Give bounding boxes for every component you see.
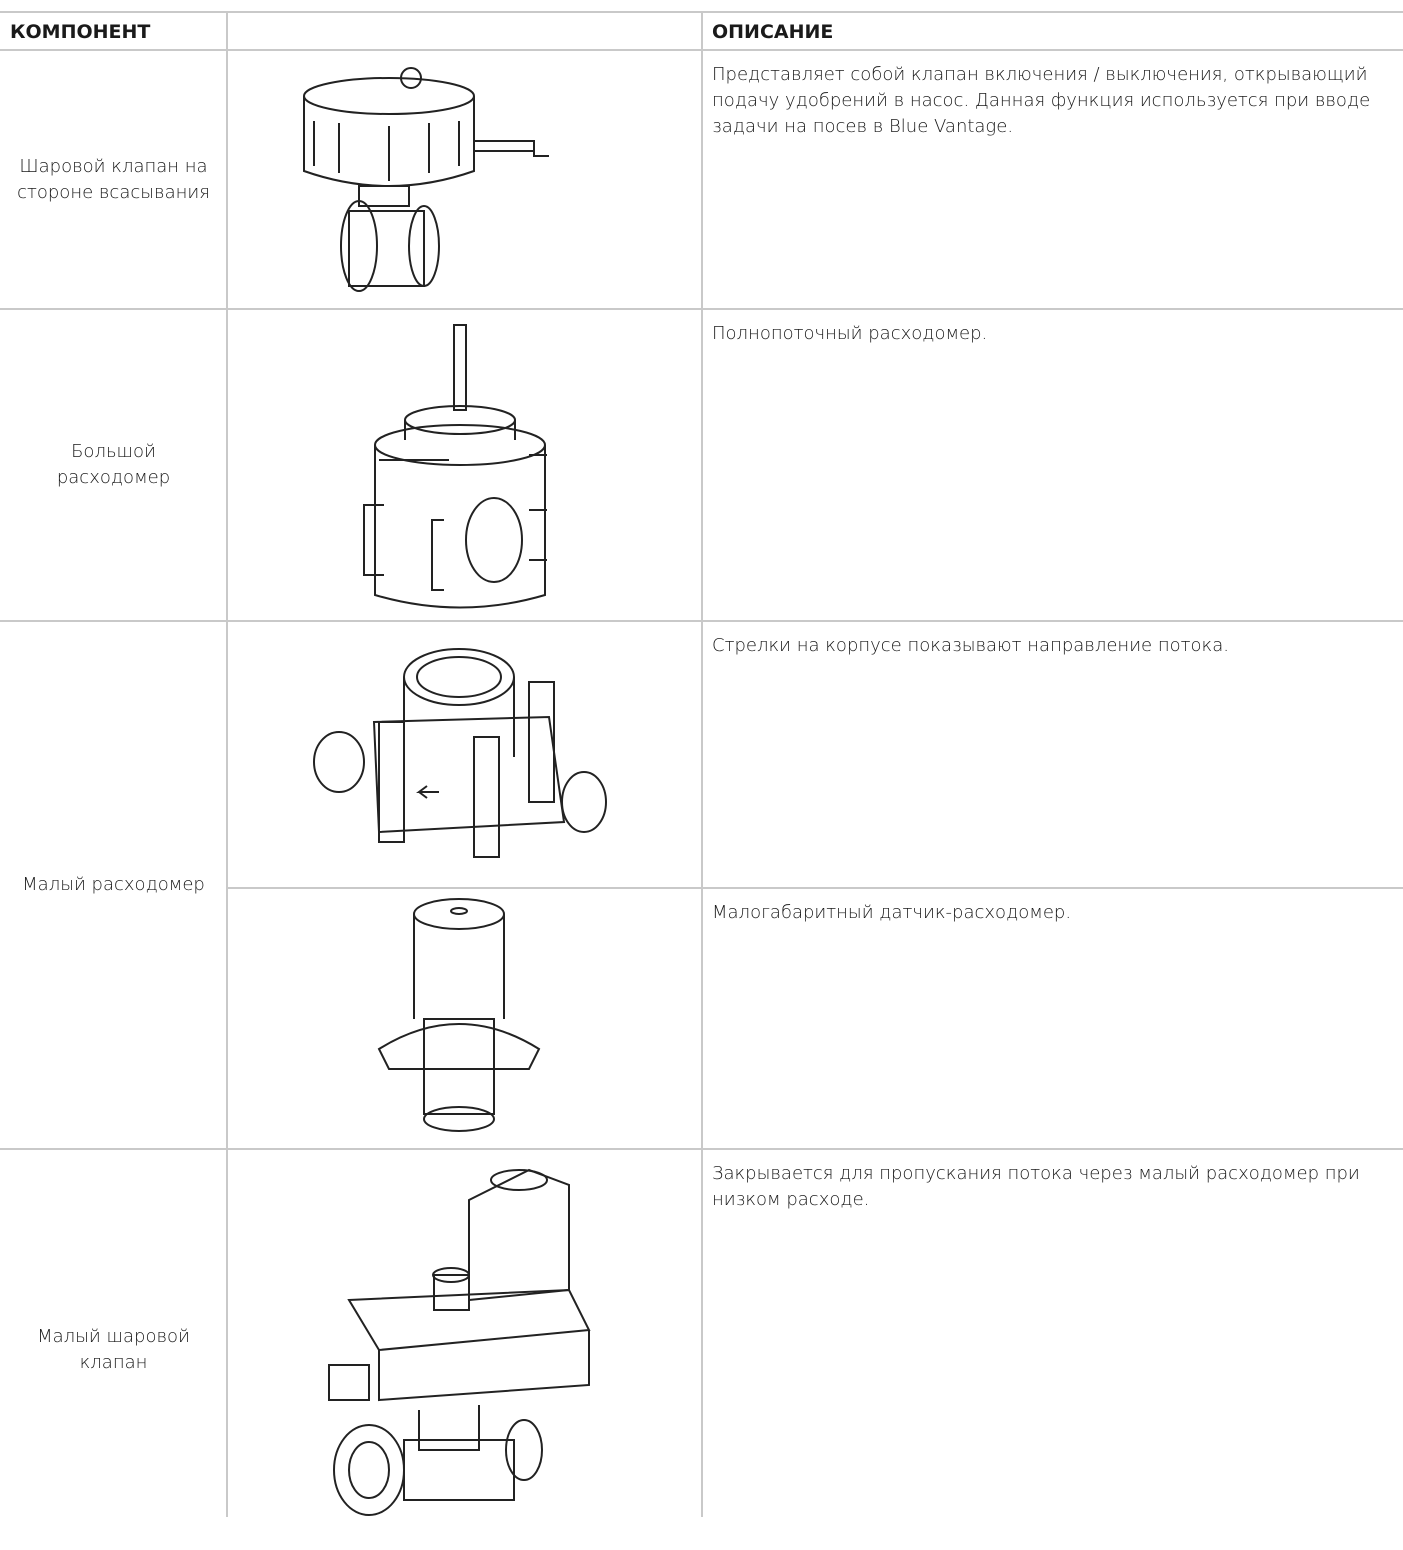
header-cell: ОПИСАНИЕ xyxy=(712,21,834,43)
component-cell: Малый шаровой клапан xyxy=(0,1150,227,1550)
flowmeter-drawing xyxy=(363,324,547,609)
component-label: Малый расходомер xyxy=(22,874,205,895)
rule xyxy=(226,11,228,1517)
component-cell: Шаровой клапан на стороне всасывания xyxy=(0,51,227,308)
small-flowmeter-drawing xyxy=(313,648,607,858)
sensor-drawing xyxy=(377,898,541,1132)
component-cell: Малый расходомер xyxy=(0,622,227,1148)
description: Малогабаритный датчик-расходомер. xyxy=(712,902,1072,923)
component-label: Малый шаровой клапан xyxy=(37,1326,190,1373)
rule xyxy=(227,887,1403,889)
valve-drawing xyxy=(303,67,549,292)
description: Закрывается для пропускания потока через… xyxy=(712,1163,1360,1210)
component-label: Большой расходомер xyxy=(56,441,171,488)
header-cell: КОМПОНЕНТ xyxy=(10,21,151,43)
page: КОМПОНЕНТ ОПИСАНИЕ Шаровой клапан на сто… xyxy=(0,11,1403,1517)
component-label: Шаровой клапан на стороне всасывания xyxy=(17,155,210,203)
description: Полнопоточный расходомер. xyxy=(712,323,988,344)
component-cell: Большой расходомер xyxy=(0,310,227,620)
description: Представляет собой клапан включения / вы… xyxy=(712,64,1371,137)
rule xyxy=(701,11,703,1517)
small-valve-drawing xyxy=(328,1168,591,1516)
description: Стрелки на корпусе показывают направлени… xyxy=(712,635,1229,656)
